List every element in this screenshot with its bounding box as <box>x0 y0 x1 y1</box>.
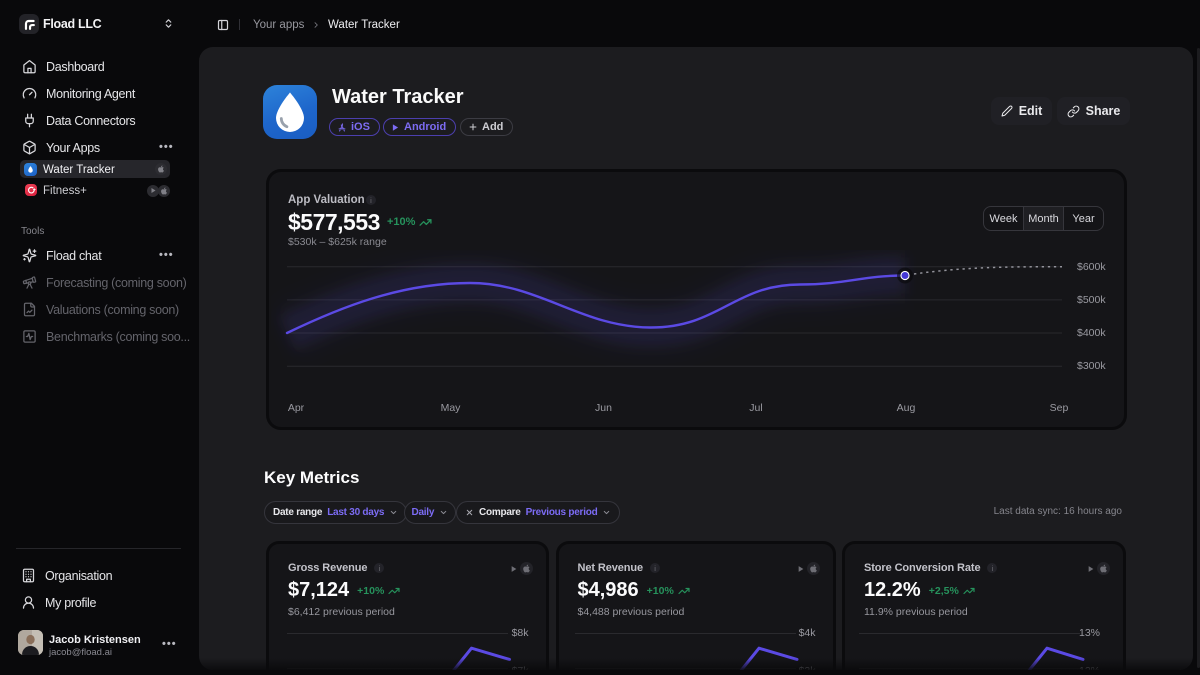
svg-text:Apr: Apr <box>288 402 305 414</box>
svg-text:$500k: $500k <box>1077 294 1106 306</box>
svg-text:Jun: Jun <box>595 402 612 414</box>
svg-text:$300k: $300k <box>1077 360 1106 372</box>
svg-text:Jul: Jul <box>749 402 762 414</box>
svg-text:Sep: Sep <box>1050 402 1069 414</box>
svg-text:$400k: $400k <box>1077 327 1106 339</box>
svg-text:May: May <box>441 402 462 414</box>
svg-text:$600k: $600k <box>1077 261 1106 273</box>
svg-text:Aug: Aug <box>897 402 916 414</box>
